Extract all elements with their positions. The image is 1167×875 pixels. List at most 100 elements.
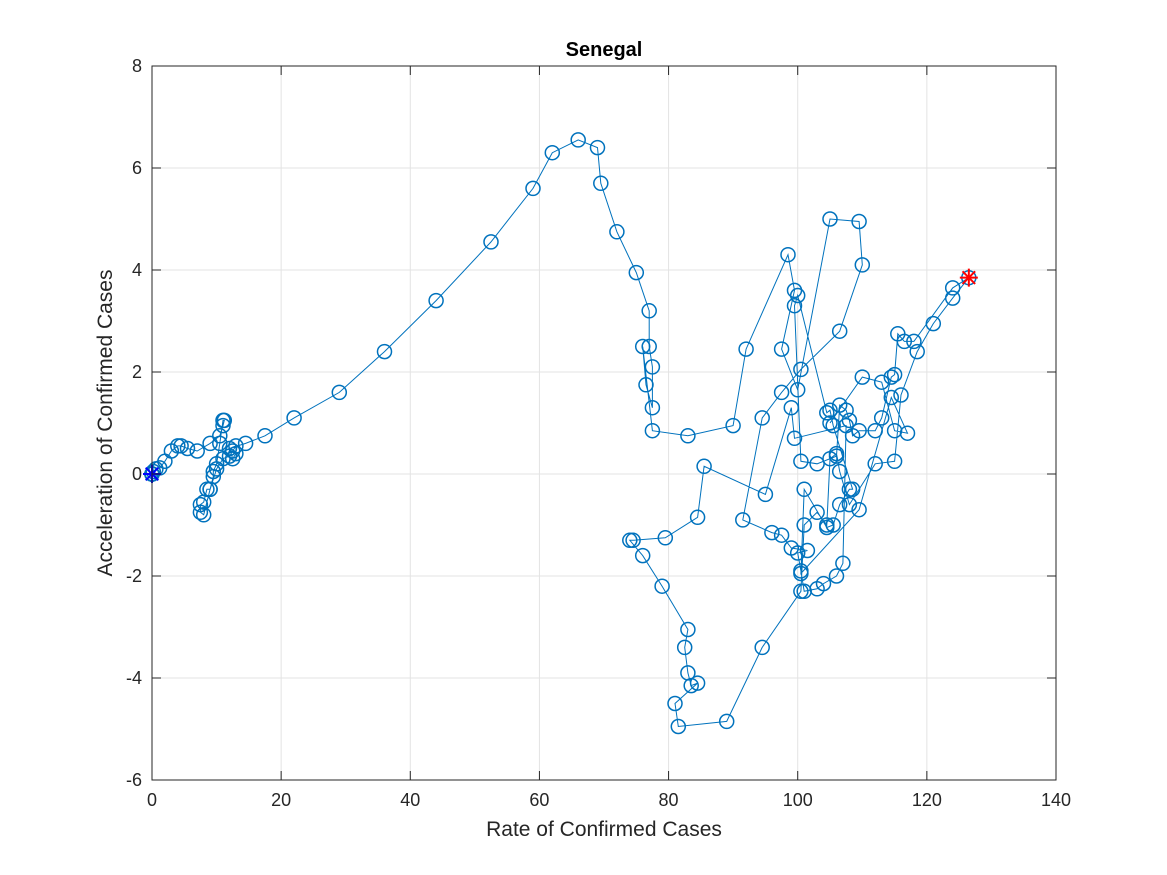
data-point	[670, 718, 687, 735]
data-point	[544, 144, 561, 161]
axes-box	[151, 65, 1057, 781]
data-point	[593, 175, 609, 192]
data-point	[192, 504, 209, 521]
data-point	[867, 422, 883, 439]
data-point	[657, 530, 674, 546]
y-axis-ticks: -6 -4 -2 0 2 4 6 8	[126, 56, 1056, 790]
data-point	[886, 453, 903, 470]
data-point	[689, 509, 706, 526]
data-point	[886, 422, 903, 439]
data-point	[809, 456, 825, 472]
data-point	[738, 341, 754, 357]
data-point	[570, 132, 586, 148]
data-point	[886, 366, 903, 383]
data-point	[780, 246, 796, 263]
data-point	[828, 448, 845, 464]
data-point	[851, 213, 867, 230]
data-point	[906, 333, 922, 350]
x-tick-label: 0	[147, 790, 157, 810]
data-point	[644, 422, 661, 439]
data-point	[786, 297, 803, 314]
data-point	[215, 412, 231, 429]
data-point	[773, 341, 790, 357]
data-point	[173, 438, 189, 454]
y-tick-label: 8	[132, 56, 142, 76]
data-point	[212, 435, 228, 452]
y-axis-label: Acceleration of Confirmed Cases	[94, 270, 117, 577]
y-tick-label: 4	[132, 260, 142, 280]
data-point	[212, 428, 228, 444]
y-tick-label: 0	[132, 464, 142, 484]
data-point	[202, 435, 218, 452]
data-point	[793, 361, 809, 378]
data-point	[735, 512, 751, 528]
data-point	[844, 428, 861, 444]
data-point	[851, 501, 867, 518]
y-tick-label: 6	[132, 158, 142, 178]
chart-title: Senegal	[566, 39, 643, 61]
data-point	[634, 338, 651, 355]
data-point	[793, 453, 809, 470]
data-point	[854, 369, 871, 385]
data-point	[205, 463, 222, 480]
data-point	[789, 545, 806, 561]
data-point	[773, 384, 790, 401]
data-point	[644, 399, 661, 416]
data-point	[638, 377, 654, 393]
data-point	[696, 458, 712, 475]
x-axis-ticks: 0 20 40 60 80 100 120 140	[147, 66, 1071, 810]
y-tick-label: -2	[126, 566, 142, 586]
data-point	[525, 180, 541, 197]
data-point	[793, 583, 809, 600]
data-point	[622, 532, 638, 549]
x-axis-label: Rate of Confirmed Cases	[486, 818, 722, 841]
data-point	[909, 343, 925, 360]
data-point	[799, 542, 816, 559]
data-point	[195, 494, 212, 510]
data-point	[796, 517, 812, 533]
data-point	[428, 292, 444, 309]
data-point	[754, 410, 770, 426]
data-point	[689, 675, 706, 691]
data-point	[667, 695, 683, 712]
x-tick-label: 40	[400, 790, 420, 810]
data-point	[819, 519, 835, 536]
data-point	[286, 410, 302, 426]
data-point	[925, 315, 942, 332]
data-point	[224, 450, 241, 467]
data-point	[835, 555, 851, 572]
data-point	[202, 481, 218, 498]
data-point	[831, 397, 848, 413]
data-point	[822, 211, 838, 227]
data-point	[641, 338, 657, 355]
data-point	[189, 443, 205, 459]
data-point	[754, 639, 770, 656]
data-point	[831, 323, 848, 339]
x-tick-label: 80	[659, 790, 679, 810]
data-point	[793, 565, 809, 582]
data-point	[644, 359, 661, 375]
data-point	[725, 417, 741, 434]
x-tick-label: 120	[912, 790, 942, 810]
x-tick-label: 60	[529, 790, 549, 810]
end-marker	[959, 268, 978, 287]
x-tick-label: 140	[1041, 790, 1071, 810]
grid-horizontal-lines	[152, 65, 1056, 781]
data-point	[883, 369, 900, 385]
end-marker-stroke	[961, 270, 976, 285]
data-point	[789, 382, 806, 398]
data-point	[718, 713, 735, 730]
data-point	[195, 507, 212, 523]
data-point	[641, 303, 657, 319]
data-point	[890, 326, 906, 342]
grid-vertical-lines	[151, 66, 1057, 780]
data-point	[822, 402, 838, 418]
data-point	[819, 405, 835, 421]
data-point	[822, 415, 838, 431]
data-point	[589, 139, 606, 156]
data-point	[680, 621, 696, 638]
data-point	[628, 264, 645, 281]
y-tick-label: 2	[132, 362, 142, 382]
data-point	[654, 578, 670, 594]
